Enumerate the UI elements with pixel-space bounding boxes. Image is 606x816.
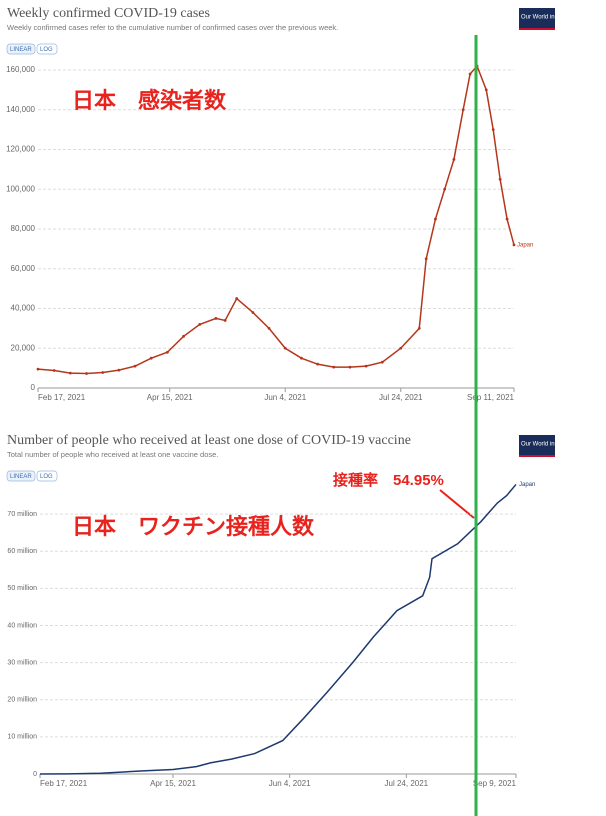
logo-bar bbox=[519, 28, 555, 30]
scale-button[interactable] bbox=[6, 470, 36, 482]
point bbox=[235, 297, 239, 300]
y-tick-label: 80,000 bbox=[11, 224, 36, 233]
point bbox=[399, 346, 403, 350]
x-tick-label: Feb 17, 2021 bbox=[40, 779, 88, 788]
y-tick-label: 160,000 bbox=[6, 65, 35, 74]
point bbox=[36, 367, 40, 371]
y-tick-label: 20 million bbox=[7, 697, 37, 704]
scale-button-label[interactable]: LINEAR bbox=[10, 47, 32, 53]
y-tick-label: 70 million bbox=[7, 511, 37, 518]
point bbox=[468, 72, 472, 76]
point bbox=[484, 88, 488, 92]
x-tick-label: Sep 11, 2021 bbox=[467, 393, 515, 402]
y-tick-label: 140,000 bbox=[6, 105, 35, 114]
point bbox=[198, 323, 202, 326]
scale-button[interactable] bbox=[36, 43, 58, 55]
scale-button-label[interactable]: LOG bbox=[40, 474, 53, 480]
point bbox=[251, 311, 255, 314]
x-tick-label: Jun 4, 2021 bbox=[264, 393, 306, 402]
point bbox=[512, 243, 516, 247]
x-tick-label: Sep 9, 2021 bbox=[473, 779, 517, 788]
x-tick-label: Jun 4, 2021 bbox=[269, 779, 311, 788]
point bbox=[316, 362, 319, 366]
y-tick-label: 120,000 bbox=[6, 145, 35, 154]
series-line bbox=[39, 483, 517, 775]
point bbox=[85, 372, 88, 375]
y-tick-label: 60 million bbox=[7, 548, 37, 555]
point bbox=[364, 364, 368, 368]
y-tick-label: 20,000 bbox=[11, 343, 36, 352]
x-tick-label: Apr 15, 2021 bbox=[147, 393, 193, 402]
point bbox=[117, 368, 121, 372]
scale-button-label[interactable]: LOG bbox=[40, 47, 53, 53]
logo-box bbox=[519, 435, 555, 457]
point bbox=[461, 108, 465, 112]
x-tick-label: Feb 17, 2021 bbox=[38, 393, 86, 402]
x-tick-label: Apr 15, 2021 bbox=[150, 779, 196, 788]
point bbox=[182, 334, 185, 338]
point bbox=[283, 346, 287, 350]
point bbox=[223, 319, 227, 322]
y-tick-label: 30 million bbox=[7, 659, 37, 666]
point bbox=[434, 217, 437, 221]
chart-title: Number of people who received at least o… bbox=[7, 433, 411, 448]
y-tick-label: 40,000 bbox=[11, 304, 36, 313]
point bbox=[133, 364, 137, 368]
chart-subtitle: Total number of people who received at l… bbox=[7, 450, 218, 459]
point bbox=[348, 365, 352, 369]
series-label: Japan bbox=[517, 242, 533, 248]
annotation: 日本 感染者数 bbox=[72, 88, 227, 113]
chart-title: Weekly confirmed COVID-19 cases bbox=[7, 6, 210, 21]
logo-text: Our World in Data bbox=[521, 442, 570, 448]
chart-subtitle: Weekly confirmed cases refer to the cumu… bbox=[7, 23, 338, 32]
annotation-arrow bbox=[439, 489, 475, 519]
point bbox=[452, 158, 456, 161]
point bbox=[380, 360, 384, 364]
y-tick-label: 60,000 bbox=[11, 264, 36, 273]
logo-bar bbox=[519, 455, 555, 457]
point bbox=[267, 326, 271, 330]
x-tick-label: Jul 24, 2021 bbox=[379, 393, 423, 402]
point bbox=[165, 350, 169, 354]
point bbox=[417, 326, 421, 330]
point bbox=[214, 317, 218, 320]
y-tick-label: 50 million bbox=[7, 585, 37, 592]
point bbox=[424, 257, 428, 261]
y-tick-label: 100,000 bbox=[6, 184, 35, 193]
point bbox=[101, 371, 105, 374]
scale-button-label[interactable]: LINEAR bbox=[10, 474, 32, 480]
y-tick-label: 0 bbox=[33, 771, 37, 778]
y-tick-label: 10 million bbox=[7, 734, 37, 741]
point bbox=[443, 187, 447, 191]
logo-text: Our World in Data bbox=[521, 15, 570, 21]
point bbox=[52, 369, 56, 372]
annotation: 接種率 54.95% bbox=[333, 471, 444, 489]
point bbox=[68, 371, 72, 375]
y-tick-label: 40 million bbox=[7, 622, 37, 629]
point bbox=[149, 356, 153, 360]
point bbox=[498, 177, 502, 181]
scale-button[interactable] bbox=[6, 43, 36, 55]
logo-box bbox=[519, 8, 555, 30]
series-label: Japan bbox=[519, 482, 535, 488]
point bbox=[491, 128, 495, 132]
y-tick-label: 0 bbox=[31, 383, 36, 392]
point bbox=[505, 217, 509, 221]
annotation: 日本 ワクチン接種人数 bbox=[72, 514, 315, 539]
scale-button[interactable] bbox=[36, 470, 58, 482]
point bbox=[332, 365, 336, 369]
x-tick-label: Jul 24, 2021 bbox=[385, 779, 429, 788]
point bbox=[300, 356, 303, 360]
